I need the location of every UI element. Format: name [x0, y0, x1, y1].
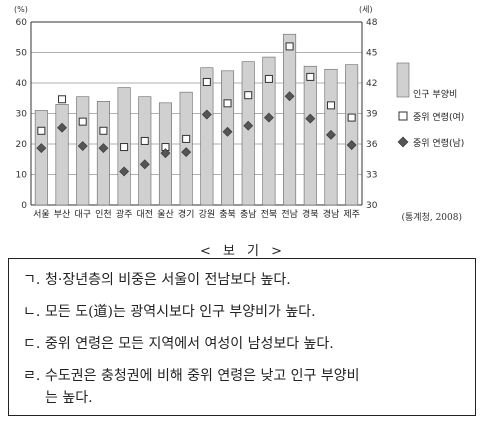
y-right-unit: (세): [359, 5, 373, 14]
bogi-item-text: 청·장년층의 비중은 서울이 전남보다 높다.: [45, 272, 291, 288]
legend-label-bar: 인구 부양비: [413, 89, 457, 100]
bogi-item-marker: ㄴ.: [23, 304, 41, 320]
bar-dependency: [200, 67, 214, 206]
bogi-box: ㄱ. 청·장년층의 비중은 서울이 전남보다 높다. ㄴ. 모든 도(道)는 광역시…: [8, 258, 476, 416]
marker-median-age-female: [285, 42, 294, 51]
marker-median-age-female: [78, 117, 87, 126]
y-right-tick-label: 36: [366, 140, 378, 150]
y-right-tick-label: 45: [366, 49, 377, 59]
bogi-item-text: 는 높다.: [45, 390, 93, 406]
y-right-tick-label: 48: [366, 18, 378, 28]
y-left-tick-label: 40: [16, 79, 28, 89]
bogi-item-4: ㄹ. 수도권은 충청권에 비해 중위 연령은 낮고 인구 부양비: [23, 365, 463, 387]
bogi-item-marker: ㄹ.: [23, 368, 41, 384]
marker-median-age-female: [306, 72, 315, 81]
x-tick-label: 제주: [343, 209, 360, 220]
marker-median-age-female: [264, 74, 273, 83]
y-left-tick-label: 50: [16, 49, 28, 59]
bogi-item-marker: ㄷ.: [23, 336, 41, 352]
x-tick-label: 경남: [323, 208, 340, 220]
marker-median-age-female: [58, 95, 67, 104]
bar-dependency: [96, 101, 110, 206]
x-tick-label: 전남: [281, 209, 298, 220]
marker-median-age-female: [120, 143, 129, 152]
x-tick-label: 충북: [219, 209, 236, 220]
marker-median-age-male: [284, 91, 295, 102]
marker-median-age-male: [346, 140, 357, 150]
marker-median-age-male: [77, 141, 88, 151]
marker-median-age-female: [140, 136, 149, 145]
x-tick-label: 경북: [302, 208, 319, 220]
bogi-item-text: 모든 도(道)는 광역시보다 인구 부양비가 높다.: [45, 304, 316, 320]
bar-dependency: [241, 61, 255, 206]
marker-median-age-female: [347, 113, 356, 122]
x-tick-label: 경기: [178, 208, 195, 220]
y-right-tick-label: 42: [366, 79, 377, 89]
y-left-tick-label: 60: [16, 18, 28, 28]
marker-median-age-female: [37, 126, 46, 135]
population-dependency-chart: 0 10 20 30 40 50 60 30 33 36 39 42 45 48 (%) (세) 서울 부산 대구 인…: [14, 5, 464, 223]
marker-median-age-female: [202, 77, 211, 86]
marker-median-age-male: [36, 143, 47, 153]
legend-label-male: 중위 연령(남): [413, 137, 464, 149]
marker-median-age-male: [98, 143, 109, 153]
marker-median-age-male: [305, 113, 316, 124]
marker-median-age-male: [263, 112, 274, 123]
x-tick-label: 전북: [261, 209, 278, 220]
marker-median-age-male: [181, 147, 192, 158]
legend-swatch-male: [397, 136, 409, 148]
bogi-item-text: 중위 연령은 모든 지역에서 여성이 남성보다 높다.: [45, 336, 334, 352]
marker-median-age-female: [326, 101, 335, 110]
marker-median-age-male: [326, 129, 336, 140]
x-tick-label: 서울: [33, 209, 50, 220]
x-tick-label: 대구: [74, 209, 91, 220]
bogi-item-5: 는 높다.: [23, 387, 463, 409]
bogi-item-3: ㄷ. 중위 연령은 모든 지역에서 여성이 남성보다 높다.: [23, 333, 463, 355]
bogi-item-text: 수도권은 충청권에 비해 중위 연령은 낮고 인구 부양비: [45, 368, 360, 384]
y-right-tick-label: 30: [366, 201, 378, 211]
x-tick-label: 강원: [199, 209, 216, 220]
y-right-tick-label: 39: [366, 110, 378, 120]
marker-median-age-female: [182, 134, 191, 143]
marker-median-age-female: [99, 126, 108, 135]
y-left-tick-label: 20: [16, 140, 28, 150]
x-tick-label: 광주: [116, 208, 133, 220]
x-tick-label: 충남: [240, 209, 257, 220]
marker-median-age-male: [201, 109, 212, 120]
marker-median-age-female: [244, 91, 253, 100]
marker-median-age-male: [139, 159, 150, 170]
bar-dependency: [138, 96, 152, 206]
marker-median-age-male: [57, 122, 67, 133]
bar-dependency: [283, 33, 297, 206]
bar-dependency: [262, 56, 276, 206]
bar-dependency: [221, 70, 235, 206]
x-tick-label: 부산: [54, 209, 71, 220]
x-tick-label: 인천: [95, 209, 112, 220]
bar-dependency: [303, 65, 317, 206]
bogi-item-marker: ㄱ.: [23, 272, 41, 288]
y-right-tick-label: 33: [366, 171, 377, 181]
legend-swatch-female: [398, 111, 408, 121]
bogi-item-1: ㄱ. 청·장년층의 비중은 서울이 전남보다 높다.: [23, 269, 463, 291]
bar-dependency: [55, 104, 69, 206]
x-tick-label: 대전: [137, 209, 154, 220]
y-left-tick-label: 30: [16, 110, 28, 120]
marker-median-age-female: [223, 99, 232, 108]
bogi-title: < 보 기 >: [199, 244, 287, 259]
bogi-item-2: ㄴ. 모든 도(道)는 광역시보다 인구 부양비가 높다.: [23, 301, 463, 323]
bar-dependency: [345, 64, 359, 206]
y-left-unit: (%): [14, 5, 28, 14]
marker-median-age-male: [222, 126, 233, 137]
marker-median-age-male: [243, 120, 254, 131]
marker-median-age-male: [119, 166, 130, 177]
bar-dependency: [34, 110, 48, 206]
y-left-tick-label: 10: [16, 171, 28, 181]
source-note: (통계청, 2008): [402, 211, 463, 223]
x-tick-label: 울산: [157, 209, 174, 220]
y-left-tick-label: 0: [21, 201, 27, 211]
legend-label-female: 중위 연령(여): [413, 111, 464, 123]
legend-swatch-bar: [396, 62, 410, 98]
marker-median-age-male: [160, 148, 171, 159]
